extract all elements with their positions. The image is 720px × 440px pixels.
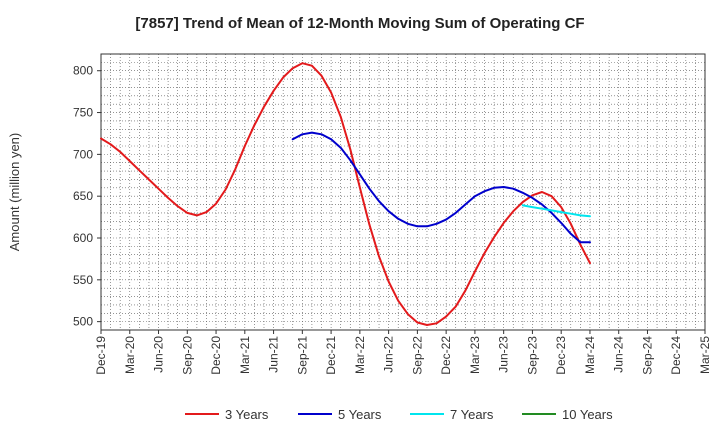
x-tick-label: Dec-22 [439, 336, 453, 375]
y-tick-label: 650 [73, 189, 93, 203]
x-tick-label: Mar-20 [123, 336, 137, 374]
x-tick-label: Jun-23 [497, 336, 511, 373]
series-line-7-years [521, 204, 591, 218]
x-tick-label: Jun-21 [267, 336, 281, 373]
y-tick-label: 550 [73, 273, 93, 287]
x-tick-label: Dec-24 [669, 336, 683, 375]
x-tick-label: Dec-23 [554, 336, 568, 375]
legend: 3 Years 5 Years 7 Years 10 Years [185, 407, 613, 422]
x-tick-label: Jun-24 [612, 336, 626, 373]
y-tick-label: 500 [73, 315, 93, 329]
x-tick-label: Sep-24 [640, 336, 654, 375]
plot-area [101, 54, 705, 330]
x-tick-label: Mar-21 [238, 336, 252, 374]
y-axis-label: Amount (million yen) [7, 133, 22, 252]
y-tick-label: 700 [73, 147, 93, 161]
plot-border [100, 53, 706, 331]
y-tick-label: 600 [73, 231, 93, 245]
grid [101, 54, 705, 330]
x-tick-label: Sep-20 [180, 336, 194, 375]
series-line-5-years [291, 131, 591, 244]
x-tick-label: Sep-22 [410, 336, 424, 375]
x-tick-label: Sep-23 [525, 336, 539, 375]
x-tick-label: Dec-20 [209, 336, 223, 375]
x-tick-label: Mar-22 [353, 336, 367, 374]
x-tick-label: Mar-25 [698, 336, 712, 374]
x-tick-label: Sep-21 [295, 336, 309, 375]
series-line-3-years [100, 62, 591, 326]
legend-label: 3 Years [225, 407, 269, 422]
y-tick-label: 800 [73, 64, 93, 78]
x-tick-label: Dec-21 [324, 336, 338, 375]
legend-label: 7 Years [450, 407, 494, 422]
axes: 500 550 600 650 700 750 800 Dec-19 Mar-20 Jun-20 S… [73, 53, 712, 375]
chart-title: [7857] Trend of Mean of 12-Month Moving … [135, 15, 584, 32]
x-tick-label: Jun-22 [382, 336, 396, 373]
x-tick-label: Jun-20 [152, 336, 166, 373]
legend-label: 5 Years [338, 407, 382, 422]
x-tick-label: Dec-19 [94, 336, 108, 375]
x-tick-label: Mar-24 [583, 336, 597, 374]
x-tick-label: Mar-23 [468, 336, 482, 374]
series-lines [100, 62, 591, 326]
legend-label: 10 Years [562, 407, 613, 422]
y-tick-label: 750 [73, 106, 93, 120]
